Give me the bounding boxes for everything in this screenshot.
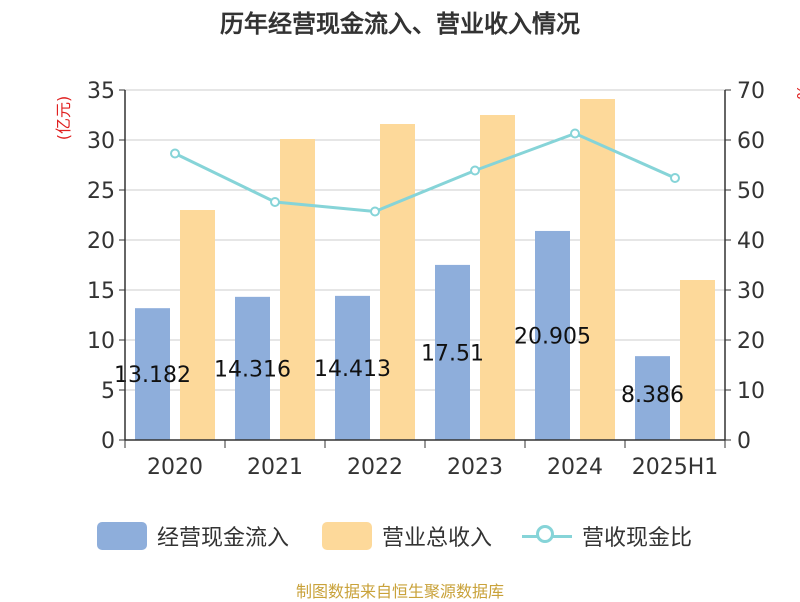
data-label-cash-flow: 17.51	[421, 341, 484, 366]
chart-title: 历年经营现金流入、营业收入情况	[220, 10, 580, 38]
series-line-ratio	[174, 132, 676, 213]
point-ratio	[570, 128, 580, 139]
bar-revenue	[180, 210, 215, 440]
legend: 经营现金流入 营业总收入 营收现金比	[0, 516, 800, 556]
x-tick-label: 2022	[347, 455, 403, 480]
bar-cash-flow	[435, 264, 470, 440]
x-tick-label: 2024	[547, 455, 603, 480]
legend-item-cash-flow[interactable]: 经营现金流入	[97, 516, 289, 556]
bar-revenue	[280, 139, 315, 440]
y-right-tick-label: 50	[737, 179, 765, 204]
y-left-tick-label: 30	[87, 129, 115, 154]
point-ratio	[170, 148, 180, 159]
y-left-tick-label: 25	[87, 179, 115, 204]
bar-cash-flow	[535, 230, 570, 440]
point-ratio	[670, 173, 680, 183]
y-right-tick-label: 70	[737, 79, 765, 104]
legend-label-cash-flow: 经营现金流入	[157, 526, 290, 551]
point-ratio	[370, 206, 380, 217]
data-label-cash-flow: 20.905	[514, 324, 591, 349]
x-tick-label: 2021	[247, 455, 303, 480]
y-left-tick-label: 10	[87, 329, 115, 354]
y-left-tick-label: 0	[101, 429, 115, 454]
y-right-tick-label: 20	[737, 329, 765, 354]
y-left-tick-label: 35	[87, 79, 115, 104]
data-label-cash-flow: 13.182	[114, 363, 191, 388]
data-label-cash-flow: 14.413	[314, 357, 391, 382]
x-tick-label: 2023	[447, 455, 503, 480]
data-label-cash-flow: 8.386	[621, 383, 684, 408]
data-label-cash-flow: 14.316	[214, 357, 291, 382]
y-left-tick-label: 20	[87, 229, 115, 254]
legend-label-revenue: 营业总收入	[382, 526, 493, 551]
y-right-tick-label: 30	[737, 279, 765, 304]
y-left-tick-label: 15	[87, 279, 115, 304]
legend-item-ratio[interactable]: 营收现金比	[522, 516, 692, 556]
y-right-tick-label: 60	[737, 129, 765, 154]
bar-revenue	[480, 115, 515, 440]
bar-revenue	[680, 280, 715, 440]
bar-cash-flow	[335, 295, 370, 440]
bar-cash-flow	[235, 296, 270, 440]
y-left-axis-label: (亿元)	[54, 96, 73, 141]
legend-swatch-revenue	[322, 522, 372, 550]
bar-cash-flow	[135, 308, 170, 440]
legend-item-revenue[interactable]: 营业总收入	[322, 516, 492, 556]
y-left-tick-label: 5	[101, 379, 115, 404]
legend-label-ratio: 营收现金比	[582, 526, 693, 551]
bar-revenue	[580, 99, 615, 440]
y-right-axis-label: %	[793, 84, 800, 99]
legend-marker-icon	[536, 525, 554, 543]
x-tick-label: 2025H1	[632, 455, 719, 480]
bar-cash-flow	[635, 356, 670, 440]
x-tick-label: 2020	[147, 455, 203, 480]
source-note: 制图数据来自恒生聚源数据库	[295, 582, 504, 601]
point-ratio	[470, 165, 480, 176]
y-right-tick-label: 40	[737, 229, 765, 254]
bar-revenue	[380, 124, 415, 440]
point-ratio	[270, 197, 280, 207]
legend-swatch-ratio	[522, 522, 572, 550]
legend-swatch-cash-flow	[97, 522, 147, 550]
y-right-tick-label: 10	[737, 379, 765, 404]
y-right-tick-label: 0	[737, 429, 751, 454]
